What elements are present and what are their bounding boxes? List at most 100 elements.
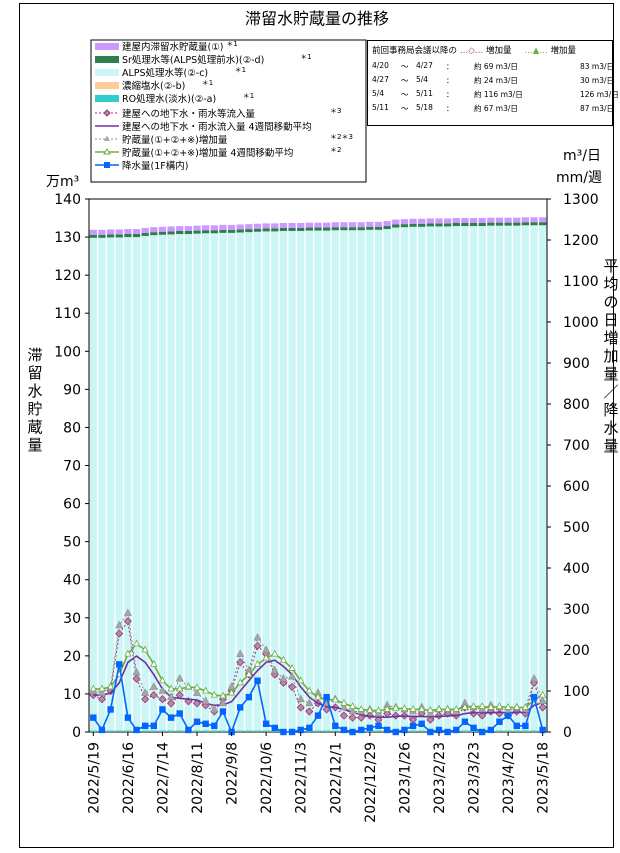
data-point — [150, 722, 158, 730]
data-point — [107, 706, 114, 713]
data-point — [236, 678, 244, 686]
right-tick-label: 400 — [563, 561, 590, 577]
bar-segment — [504, 222, 512, 226]
axis-label-char: 量 — [603, 365, 619, 383]
data-point — [478, 702, 486, 709]
bar-segment — [89, 234, 97, 238]
storage-column-label: 増加量 — [550, 46, 576, 56]
bar-segment — [314, 730, 322, 731]
bar-segment — [202, 225, 210, 231]
data-point — [124, 714, 132, 721]
axis-label-char: 量 — [27, 436, 43, 454]
right-tick-label: 700 — [563, 438, 590, 454]
bar-segment — [435, 218, 443, 224]
legend-note: ＊2 — [330, 146, 341, 154]
bar-segment — [262, 730, 270, 732]
left-tick-label: 120 — [54, 268, 81, 284]
data-point — [358, 726, 365, 734]
bar-segment — [219, 232, 227, 731]
data-point — [254, 677, 261, 684]
increase-cell-storage: 83 m3/日 — [580, 62, 615, 71]
bar-segment — [167, 231, 175, 235]
stacked-bars — [89, 217, 547, 732]
bar-segment — [262, 228, 270, 232]
bar-segment — [150, 235, 158, 731]
data-point — [366, 705, 374, 713]
increase-cell-sep: ～ — [401, 62, 409, 71]
data-point — [418, 705, 426, 712]
legend-note: ＊1 — [235, 66, 246, 74]
bar-segment — [210, 225, 218, 231]
data-point — [427, 728, 434, 736]
data-point — [262, 720, 270, 727]
data-point — [98, 726, 106, 734]
data-point — [322, 705, 331, 714]
increase-cell-to: 5/11 — [416, 89, 433, 98]
x-axis-ticks: 2022/5/19 2022/6/16 2022/7/14 2022/8/11 2022… — [86, 732, 552, 823]
increase-cell-colon: ： — [446, 90, 454, 99]
bar-segment — [331, 227, 339, 231]
data-point — [305, 698, 314, 707]
bar-segment — [106, 237, 115, 731]
data-point — [487, 703, 495, 710]
increase-table-header: 前回事務局会議以降の …◇… 増加量 …▲… 増加量 — [372, 44, 576, 56]
data-point — [218, 698, 227, 707]
bar-segment — [176, 730, 184, 731]
bar-segment — [106, 234, 115, 238]
bar-segment — [513, 222, 521, 226]
bar-segment — [245, 224, 253, 230]
bar-segment — [297, 222, 305, 228]
bar-segment — [504, 730, 512, 732]
data-point — [452, 705, 460, 712]
data-point — [236, 649, 245, 657]
data-point — [123, 608, 132, 616]
bar-segment — [262, 231, 270, 731]
inflow-column-label: 増加量 — [485, 46, 512, 56]
bar-segment — [202, 230, 210, 234]
bar-segment — [426, 223, 434, 227]
bar-segment — [331, 222, 339, 228]
x-tick-label: 2023/5/18 — [536, 742, 552, 814]
data-point — [478, 728, 486, 736]
data-point — [340, 698, 348, 706]
data-point — [149, 691, 158, 700]
data-point — [453, 726, 460, 734]
line-series-group — [89, 608, 547, 736]
increase-cell-storage: 30 m3/日 — [580, 76, 615, 85]
axis-label-char: 加 — [603, 347, 619, 365]
data-point — [426, 715, 435, 724]
legend-label: ALPS処理水等(②-c) — [122, 67, 208, 79]
right-tick-label: 500 — [563, 520, 590, 536]
series-line — [93, 655, 543, 719]
bar-segment — [288, 227, 296, 231]
bar-segment — [478, 222, 486, 227]
data-point — [279, 655, 288, 663]
legend-note: ＊1 — [243, 92, 254, 100]
legend-swatch — [95, 43, 119, 50]
data-point — [504, 703, 512, 710]
bar-segment — [106, 730, 115, 732]
bar-segment — [495, 217, 504, 223]
bar-segment — [253, 228, 262, 232]
bar-segment — [374, 730, 383, 731]
data-point — [314, 712, 322, 719]
left-tick-label: 130 — [54, 230, 81, 246]
x-tick-label: 2022/6/16 — [121, 742, 137, 814]
bar-segment — [409, 730, 417, 731]
data-point — [133, 726, 140, 734]
bar-segment — [271, 730, 279, 732]
bar-segment — [478, 226, 486, 731]
right-tick-label: 1100 — [563, 274, 599, 290]
bar-segment — [305, 222, 313, 228]
bar-segment — [279, 227, 288, 231]
bar-segment — [193, 225, 201, 231]
bar-segment — [323, 230, 331, 731]
bar-segment — [305, 227, 313, 231]
bar-segment — [409, 223, 417, 227]
data-point — [305, 707, 314, 716]
bar-segment — [297, 230, 305, 731]
left-axis-ticks: 0 10 20 30 40 50 60 70 80 90 100 110 120 130 140 — [54, 192, 89, 741]
data-point — [211, 722, 218, 730]
bar-segment — [452, 222, 460, 227]
bar-segment — [513, 730, 521, 731]
